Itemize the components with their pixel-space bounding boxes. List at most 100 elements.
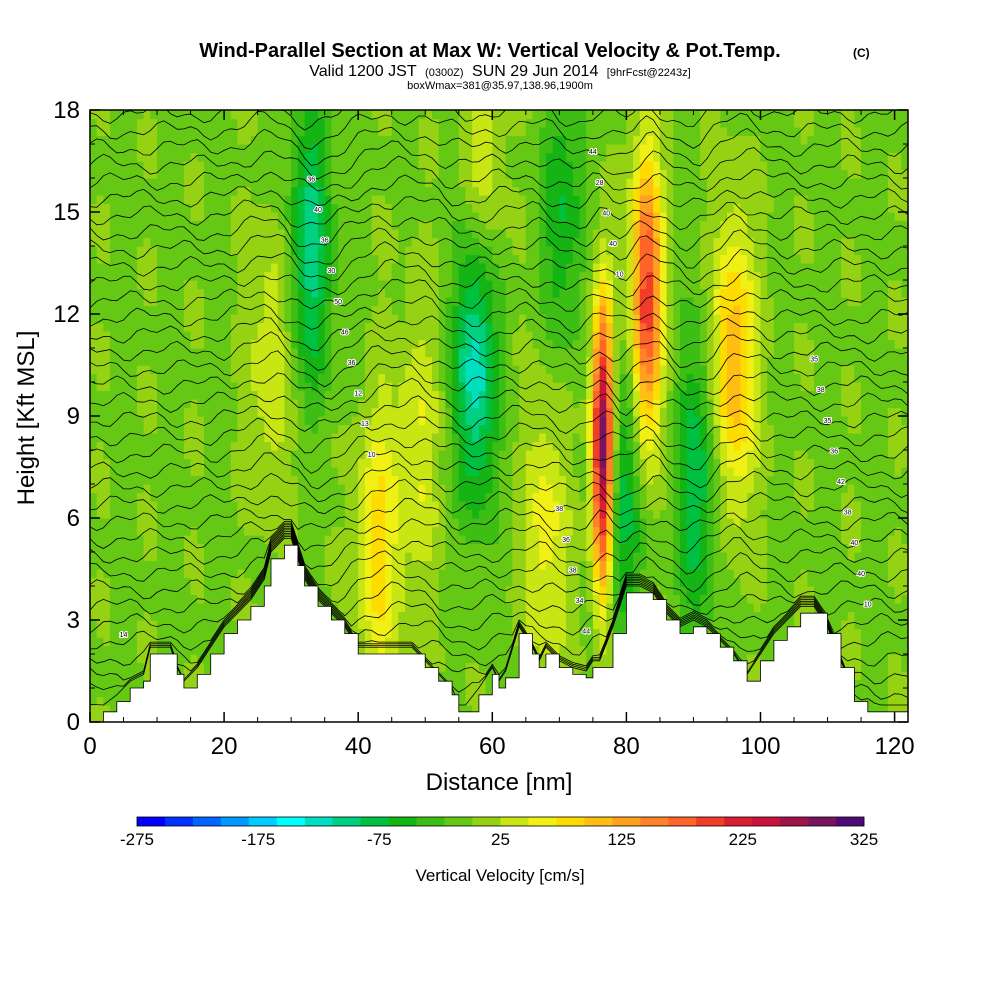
- velocity-cell: [371, 433, 379, 443]
- velocity-cell: [244, 161, 252, 171]
- velocity-cell: [331, 424, 339, 434]
- velocity-cell: [452, 339, 460, 349]
- velocity-cell: [297, 135, 306, 145]
- velocity-cell: [532, 322, 540, 332]
- velocity-cell: [499, 356, 507, 366]
- velocity-cell: [358, 467, 366, 477]
- velocity-cell: [297, 203, 306, 213]
- velocity-cell: [378, 569, 386, 579]
- velocity-cell: [163, 441, 172, 451]
- velocity-cell: [505, 407, 513, 417]
- velocity-cell: [150, 186, 158, 196]
- velocity-cell: [539, 416, 547, 426]
- velocity-cell: [525, 195, 534, 205]
- velocity-cell: [398, 263, 406, 273]
- velocity-cell: [432, 552, 440, 562]
- velocity-cell: [391, 144, 399, 154]
- velocity-cell: [465, 186, 473, 196]
- velocity-cell: [237, 458, 245, 468]
- velocity-cell: [458, 288, 467, 298]
- velocity-cell: [237, 178, 245, 188]
- velocity-cell: [458, 237, 467, 247]
- velocity-cell: [478, 356, 487, 366]
- velocity-cell: [331, 263, 339, 273]
- velocity-cell: [438, 254, 446, 264]
- velocity-cell: [170, 203, 178, 213]
- velocity-cell: [297, 254, 306, 264]
- velocity-cell: [405, 169, 413, 179]
- velocity-cell: [103, 365, 111, 375]
- velocity-cell: [96, 688, 104, 698]
- velocity-cell: [183, 135, 192, 145]
- velocity-cell: [358, 382, 366, 392]
- velocity-cell: [197, 331, 205, 341]
- velocity-cell: [110, 110, 118, 120]
- velocity-cell: [411, 280, 420, 290]
- velocity-cell: [398, 203, 406, 213]
- velocity-cell: [445, 297, 453, 307]
- velocity-cell: [485, 560, 493, 570]
- velocity-cell: [264, 254, 272, 264]
- velocity-cell: [539, 399, 547, 409]
- velocity-cell: [371, 135, 379, 145]
- velocity-cell: [110, 509, 118, 519]
- velocity-cell: [465, 458, 473, 468]
- velocity-cell: [458, 144, 467, 154]
- velocity-cell: [230, 628, 239, 638]
- velocity-cell: [492, 178, 500, 188]
- velocity-cell: [331, 509, 339, 519]
- velocity-cell: [110, 696, 118, 706]
- velocity-cell: [411, 246, 420, 256]
- velocity-cell: [311, 552, 319, 562]
- velocity-cell: [525, 305, 534, 315]
- velocity-cell: [170, 552, 178, 562]
- velocity-cell: [103, 594, 111, 604]
- velocity-cell: [371, 331, 379, 341]
- velocity-cell: [291, 339, 299, 349]
- velocity-cell: [210, 237, 218, 247]
- velocity-cell: [418, 314, 426, 324]
- velocity-cell: [425, 186, 433, 196]
- velocity-cell: [351, 348, 359, 358]
- velocity-cell: [116, 373, 125, 383]
- velocity-cell: [116, 628, 125, 638]
- velocity-cell: [338, 229, 346, 239]
- velocity-cell: [197, 254, 205, 264]
- velocity-cell: [224, 356, 232, 366]
- velocity-cell: [485, 424, 493, 434]
- velocity-cell: [257, 382, 265, 392]
- velocity-cell: [458, 178, 467, 188]
- velocity-cell: [452, 237, 460, 247]
- velocity-cell: [284, 144, 292, 154]
- velocity-cell: [499, 628, 507, 638]
- velocity-cell: [190, 467, 198, 477]
- velocity-cell: [224, 441, 232, 451]
- velocity-cell: [103, 662, 111, 672]
- velocity-cell: [432, 662, 440, 672]
- velocity-cell: [103, 586, 111, 596]
- velocity-cell: [143, 280, 151, 290]
- velocity-cell: [324, 577, 332, 587]
- velocity-cell: [150, 586, 158, 596]
- velocity-cell: [157, 603, 165, 613]
- velocity-cell: [90, 620, 98, 630]
- velocity-cell: [190, 535, 198, 545]
- velocity-cell: [304, 535, 312, 545]
- velocity-cell: [304, 365, 312, 375]
- velocity-cell: [136, 424, 145, 434]
- velocity-cell: [364, 594, 373, 604]
- velocity-cell: [163, 203, 172, 213]
- velocity-cell: [324, 407, 332, 417]
- velocity-cell: [230, 399, 239, 409]
- velocity-cell: [136, 458, 145, 468]
- velocity-cell: [136, 433, 145, 443]
- velocity-cell: [197, 390, 205, 400]
- velocity-cell: [170, 280, 178, 290]
- velocity-cell: [452, 118, 460, 128]
- velocity-cell: [432, 110, 440, 120]
- velocity-cell: [311, 450, 319, 460]
- velocity-cell: [492, 611, 500, 621]
- velocity-cell: [170, 297, 178, 307]
- velocity-cell: [425, 620, 433, 630]
- velocity-cell: [432, 169, 440, 179]
